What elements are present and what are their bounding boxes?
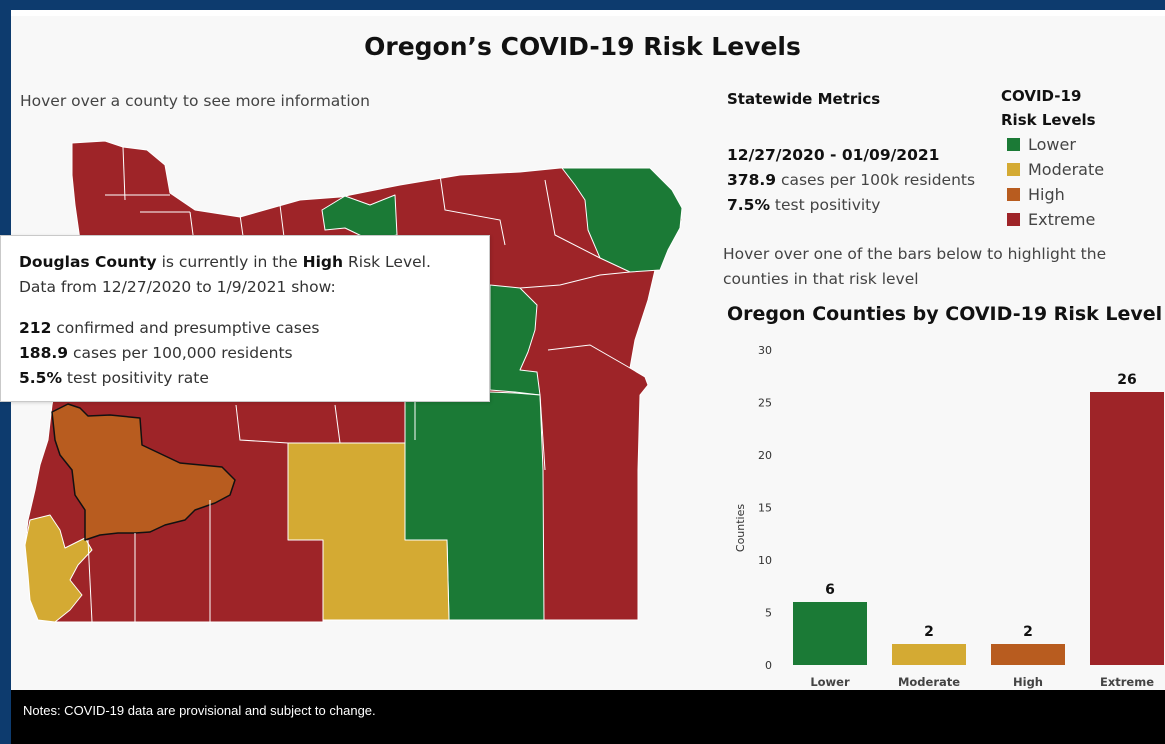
bar-moderate[interactable] <box>892 644 966 665</box>
legend-title: COVID-19 Risk Levels <box>1001 84 1096 132</box>
legend-swatch-moderate <box>1007 163 1020 176</box>
legend-swatch-extreme <box>1007 213 1020 226</box>
bar-value-label: 6 <box>825 582 835 598</box>
y-tick-label: 15 <box>758 502 772 515</box>
legend-swatch-lower <box>1007 138 1020 151</box>
bar-extreme[interactable] <box>1090 392 1164 665</box>
county-high-douglas[interactable] <box>51 403 236 541</box>
statewide-date-range: 12/27/2020 - 01/09/2021 <box>727 146 940 164</box>
y-tick-label: 10 <box>758 554 772 567</box>
county-tooltip: Douglas County is currently in the High … <box>0 235 490 402</box>
tooltip-cases-label: confirmed and presumptive cases <box>51 319 320 337</box>
legend-label-extreme: Extreme <box>1028 210 1096 229</box>
county-moderate-south[interactable] <box>287 442 450 621</box>
county-moderate-coast[interactable] <box>24 514 93 623</box>
bar-lower[interactable] <box>793 602 867 665</box>
tooltip-cases-value: 212 <box>19 319 52 337</box>
tooltip-rate-line: 188.9 cases per 100,000 residents <box>19 341 293 366</box>
bar-high[interactable] <box>991 644 1065 665</box>
y-tick-label: 25 <box>758 397 772 410</box>
statewide-positivity-label: test positivity <box>770 196 881 214</box>
y-tick-label: 20 <box>758 449 772 462</box>
bar-value-label: 2 <box>924 624 934 640</box>
legend-item-moderate[interactable]: Moderate <box>1007 160 1104 180</box>
statewide-metrics-heading: Statewide Metrics <box>727 90 881 108</box>
x-category-label: Lower <box>810 675 850 689</box>
y-tick-label: 0 <box>765 659 772 672</box>
y-tick-label: 5 <box>765 607 772 620</box>
tooltip-positivity-value: 5.5% <box>19 369 62 387</box>
statewide-rate-value: 378.9 <box>727 171 777 189</box>
statewide-positivity-value: 7.5% <box>727 196 770 214</box>
legend-item-extreme[interactable]: Extreme <box>1007 210 1095 230</box>
bar-hover-hint: Hover over one of the bars below to high… <box>723 245 1107 288</box>
map-hover-hint: Hover over a county to see more informat… <box>20 92 370 110</box>
bar-value-label: 26 <box>1117 372 1136 388</box>
tooltip-rate-label: cases per 100,000 residents <box>68 344 293 362</box>
x-category-label: Moderate <box>898 675 960 689</box>
statewide-positivity: 7.5% test positivity <box>727 196 880 214</box>
tooltip-text-b: Risk Level. <box>343 253 431 271</box>
legend-label-moderate: Moderate <box>1028 160 1105 179</box>
tooltip-rate-value: 188.9 <box>19 344 69 362</box>
bar-value-label: 2 <box>1023 624 1033 640</box>
tooltip-positivity-line: 5.5% test positivity rate <box>19 366 209 391</box>
top-frame-bar <box>0 0 1165 10</box>
county-lower-northeast[interactable] <box>561 167 683 273</box>
statewide-rate-label: cases per 100k residents <box>776 171 976 189</box>
statewide-rate: 378.9 cases per 100k residents <box>727 171 975 189</box>
x-category-label: High <box>1013 675 1043 689</box>
legend-title-line-1: COVID-19 <box>1001 87 1082 105</box>
legend-item-high[interactable]: High <box>1007 185 1065 205</box>
legend-swatch-high <box>1007 188 1020 201</box>
tooltip-cases-line: 212 confirmed and presumptive cases <box>19 316 319 341</box>
footer-notes-bar: Notes: COVID-19 data are provisional and… <box>11 690 1165 744</box>
tooltip-county-name: Douglas County <box>19 253 157 271</box>
legend-label-high: High <box>1028 185 1065 204</box>
risk-level-bar-chart: Counties 0 5 10 15 20 25 30 6 Lower 2 Moderate 2 Hi… <box>734 344 1164 689</box>
footer-note: Notes: COVID-19 data are provisional and… <box>23 703 376 718</box>
chart-title: Oregon Counties by COVID-19 Risk Level <box>727 303 1163 325</box>
tooltip-line-1: Douglas County is currently in the High … <box>19 250 431 275</box>
tooltip-positivity-label: test positivity rate <box>62 369 209 387</box>
x-category-label: Extreme <box>1100 675 1154 689</box>
y-tick-label: 30 <box>758 344 772 357</box>
y-axis-label: Counties <box>734 504 747 552</box>
page-title: Oregon’s COVID-19 Risk Levels <box>364 32 801 61</box>
legend-item-lower[interactable]: Lower <box>1007 135 1076 155</box>
tooltip-date-range: Data from 12/27/2020 to 1/9/2021 show: <box>19 278 336 296</box>
county-lower-central[interactable] <box>489 284 541 396</box>
legend-title-line-2: Risk Levels <box>1001 111 1096 129</box>
tooltip-text-a: is currently in the <box>156 253 303 271</box>
tooltip-risk-level: High <box>302 253 344 271</box>
legend-label-lower: Lower <box>1028 135 1076 154</box>
